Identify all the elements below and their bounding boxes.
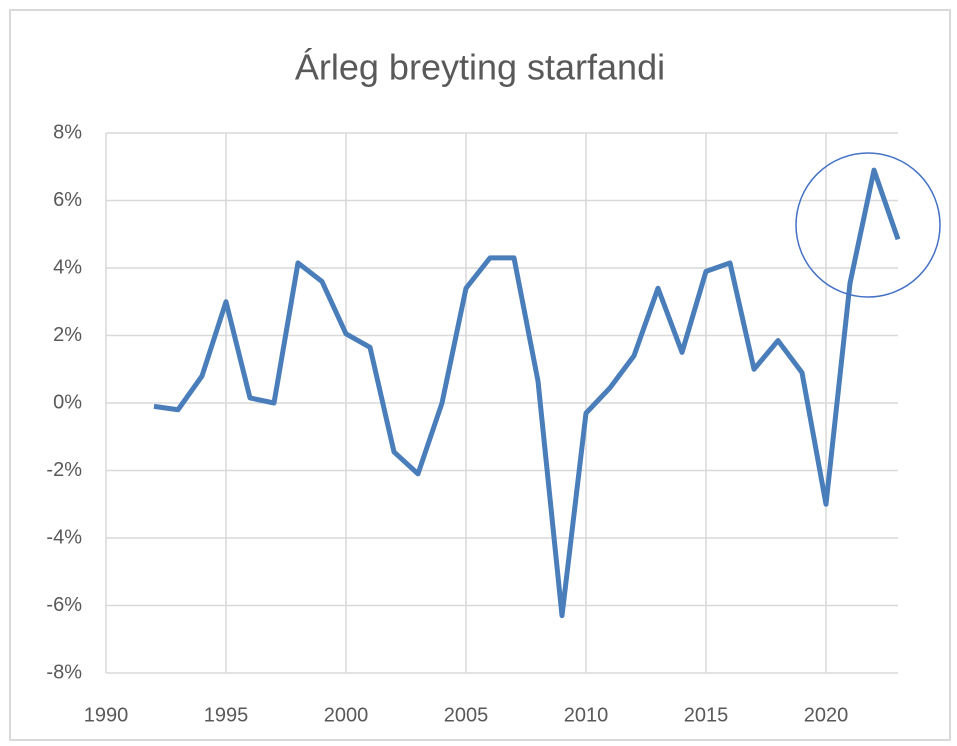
chart-frame: [9, 9, 951, 741]
x-tick-label: 2020: [804, 704, 849, 726]
highlight-circle: [795, 152, 941, 298]
grid: -8% -6% -4% -2% 0% 2% 4% 6% 8% 1990 1995 2000 2005 20…: [46, 121, 898, 726]
y-tick-label: 0%: [53, 391, 82, 413]
x-tick-label: 2000: [324, 704, 369, 726]
y-tick-label: -2%: [46, 459, 82, 481]
x-tick-label: 1995: [204, 704, 249, 726]
x-tick-label: 2005: [444, 704, 489, 726]
x-tick-label: 2010: [564, 704, 609, 726]
chart-title: Árleg breyting starfandi: [295, 47, 665, 88]
y-tick-label: -8%: [46, 661, 82, 683]
y-tick-label: 4%: [53, 256, 82, 278]
y-tick-label: 2%: [53, 324, 82, 346]
y-tick-label: -4%: [46, 526, 82, 548]
marks: [153, 167, 901, 619]
y-tick-label: 8%: [53, 121, 82, 143]
x-tick-label: 2015: [684, 704, 729, 726]
y-tick-label: 6%: [53, 189, 82, 211]
data-line: [153, 167, 901, 619]
y-tick-label: -6%: [46, 594, 82, 616]
x-tick-label: 1990: [84, 704, 129, 726]
